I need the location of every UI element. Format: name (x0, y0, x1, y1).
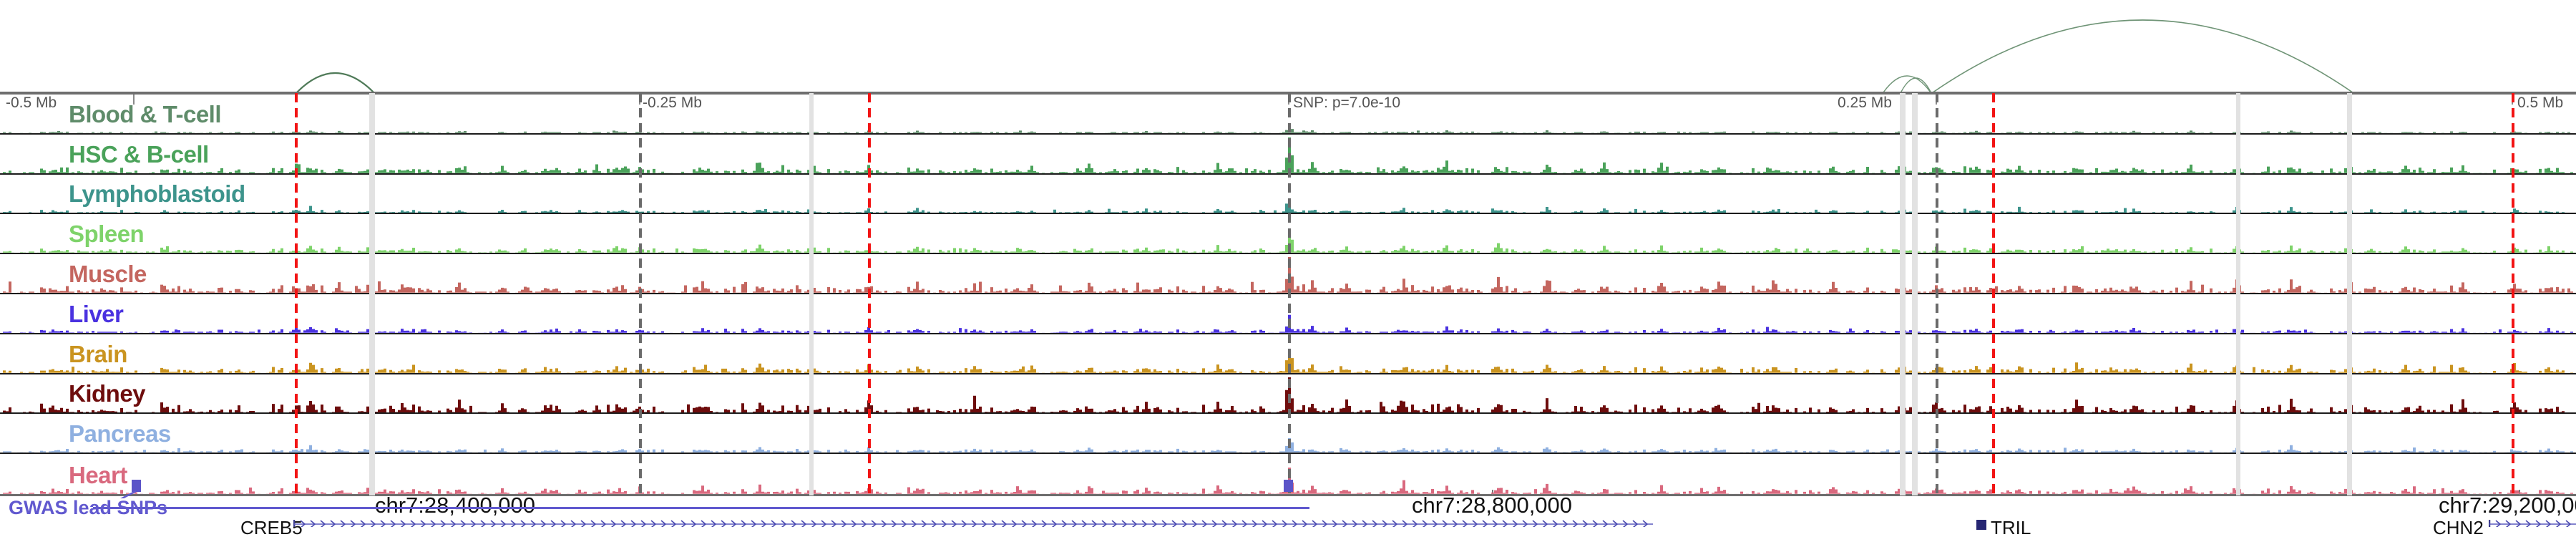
axis-coordinate-label: chr7:28,800,000 (1411, 493, 1573, 518)
gwas-leader-line (119, 490, 137, 498)
signal-profile (0, 314, 2576, 333)
signal-track[interactable]: Blood & T-cell (0, 95, 2576, 135)
signal-track-stack: Blood & T-cell HSC & B-cell Lymphoblastoid… (0, 95, 2576, 494)
signal-profile (0, 123, 2576, 133)
loop-arc (1881, 75, 1933, 95)
signal-track[interactable]: Lymphoblastoid (0, 175, 2576, 215)
gene-body-chn2[interactable] (2489, 518, 2576, 527)
ruler-label: 0.25 Mb (1838, 95, 1892, 111)
signal-profile (0, 377, 2576, 413)
signal-profile (0, 438, 2576, 453)
signal-profile (0, 257, 2576, 293)
track-label-muscle: Muscle (69, 260, 147, 287)
ruler-label: 0.5 Mb (2517, 95, 2564, 111)
gwas-leader-rule (93, 507, 1309, 509)
loop-arc (294, 72, 376, 95)
track-label-spleen: Spleen (69, 221, 145, 248)
gene-annotation-row: CREB5 TRIL CHN2 (0, 517, 2576, 537)
track-label-brain: Brain (69, 340, 127, 367)
track-label-heart: Heart (69, 461, 127, 488)
signal-track[interactable]: Muscle (0, 254, 2576, 294)
axis-coordinate-label: chr7:28,400,000 (374, 493, 536, 518)
chromatin-loop-arcs (294, 19, 2356, 95)
signal-profile (0, 237, 2576, 253)
ruler-label: -0.25 Mb (643, 95, 702, 111)
gene-label-chn2[interactable]: CHN2 (2433, 517, 2484, 537)
gene-body-creb5[interactable] (293, 518, 1653, 527)
signal-track[interactable]: Brain (0, 334, 2576, 374)
track-label-liver: Liver (69, 300, 124, 327)
signal-profile (0, 354, 2576, 373)
loop-arc (1929, 19, 2356, 95)
signal-track[interactable]: Pancreas (0, 414, 2576, 455)
axis-coordinate-label: chr7:29,200,000 (2438, 493, 2576, 518)
gwas-lead-snp-marker[interactable] (132, 480, 141, 492)
track-label-hsc-b-cell: HSC & B-cell (69, 140, 209, 168)
signal-profile (0, 137, 2576, 173)
signal-track[interactable]: Liver (0, 294, 2576, 334)
signal-track[interactable]: HSC & B-cell (0, 135, 2576, 175)
gene-label-creb5[interactable]: CREB5 (240, 517, 303, 537)
gwas-snp-row (0, 477, 2576, 498)
signal-track[interactable]: Kidney (0, 374, 2576, 415)
track-label-lymphoblastoid: Lymphoblastoid (69, 180, 245, 208)
ruler-label: -0.5 Mb (6, 95, 57, 111)
track-label-kidney: Kidney (69, 380, 146, 407)
gene-body-tril[interactable] (1976, 520, 1986, 530)
loop-arc (1899, 77, 1933, 95)
gene-label-tril[interactable]: TRIL (1991, 517, 2031, 537)
track-label-blood-t-cell: Blood & T-cell (69, 100, 222, 127)
track-label-pancreas: Pancreas (69, 420, 171, 448)
ruler-label: SNP: p=7.0e-10 (1293, 95, 1401, 111)
gwas-lead-snps-label: GWAS lead SNPs (9, 497, 168, 518)
ruler-tick (133, 95, 135, 105)
signal-track[interactable]: Spleen (0, 214, 2576, 255)
signal-profile (0, 200, 2576, 213)
